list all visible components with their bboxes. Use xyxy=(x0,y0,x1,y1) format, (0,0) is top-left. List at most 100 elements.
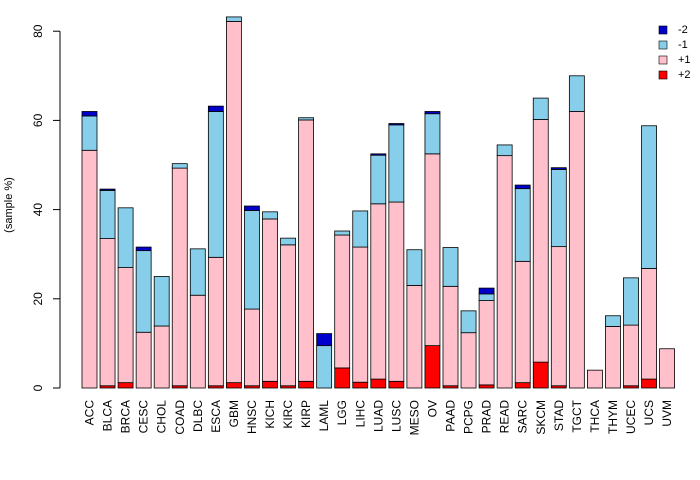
bar-segment-luad-minus1 xyxy=(370,154,387,205)
bar-gbm xyxy=(225,16,242,389)
bar-segment-skcm-plus1 xyxy=(532,119,549,363)
bar-segment-tgct-plus1 xyxy=(568,111,585,389)
bar-segment-prad-minus2 xyxy=(478,287,495,295)
bar-segment-tgct-minus1 xyxy=(568,75,585,112)
bar-segment-cesc-minus2 xyxy=(135,246,152,252)
x-tick-label: PAAD xyxy=(444,400,458,432)
bar-lgg xyxy=(334,230,351,389)
bar-segment-esca-minus1 xyxy=(207,111,224,258)
bar-segment-skcm-plus2 xyxy=(532,361,549,389)
bar-segment-ucec-plus1 xyxy=(623,324,639,387)
bar-segment-stad-plus1 xyxy=(550,246,567,387)
legend-swatch xyxy=(658,70,668,80)
bar-segment-blca-plus1 xyxy=(99,238,116,387)
bar-segment-blca-minus2 xyxy=(99,188,116,191)
bar-segment-gbm-plus1 xyxy=(225,20,242,384)
bar-segment-ucec-minus1 xyxy=(623,277,639,326)
x-tick-label: KIRC xyxy=(281,400,295,429)
bar-segment-sarc-minus1 xyxy=(514,188,531,262)
bar-segment-thym-plus1 xyxy=(605,326,621,389)
bar-segment-kirp-minus1 xyxy=(298,117,315,121)
bar-lihc xyxy=(352,210,369,389)
x-tick-label: HNSC xyxy=(245,400,259,434)
bar-skcm xyxy=(532,97,549,389)
bar-ucec xyxy=(623,277,639,389)
bar-segment-brca-plus1 xyxy=(117,267,134,384)
bar-segment-lusc-plus2 xyxy=(388,380,405,389)
x-tick-label: BRCA xyxy=(119,400,133,433)
bar-segment-chol-plus1 xyxy=(153,325,170,389)
bar-segment-uvm-plus1 xyxy=(659,348,675,389)
bar-segment-gbm-minus1 xyxy=(225,16,242,22)
x-tick-label: TGCT xyxy=(570,399,584,432)
bar-laml xyxy=(316,333,333,389)
bar-segment-lgg-minus1 xyxy=(334,230,351,236)
x-tick-label: GBM xyxy=(227,400,241,427)
bar-segment-ucs-plus1 xyxy=(641,268,657,380)
legend-label: -2 xyxy=(678,24,688,36)
bar-segment-sarc-plus1 xyxy=(514,260,531,384)
bar-segment-kirp-plus1 xyxy=(298,119,315,382)
bar-segment-stad-minus2 xyxy=(550,167,567,170)
bar-segment-cesc-minus1 xyxy=(135,250,152,333)
bar-segment-coad-minus1 xyxy=(171,163,188,169)
bar-meso xyxy=(406,249,423,389)
bar-segment-prad-plus1 xyxy=(478,300,495,386)
bar-kirp xyxy=(298,117,315,389)
bar-segment-meso-minus1 xyxy=(406,249,423,286)
legend-label: +2 xyxy=(678,69,691,81)
bar-segment-dlbc-plus1 xyxy=(189,294,206,389)
bar-segment-esca-plus1 xyxy=(207,256,224,387)
bar-segment-prad-plus2 xyxy=(478,384,495,389)
bar-segment-lihc-minus1 xyxy=(352,210,369,248)
legend: -2 -1 +1 +2 xyxy=(658,24,691,81)
bar-segment-coad-plus1 xyxy=(171,167,188,387)
bar-segment-thym-minus1 xyxy=(605,315,621,327)
bar-segment-hnsc-plus1 xyxy=(244,308,260,387)
bar-segment-brca-plus2 xyxy=(117,382,134,389)
bar-segment-read-plus1 xyxy=(496,155,513,389)
bar-segment-ov-plus2 xyxy=(424,345,441,389)
bar-segment-pcpg-plus1 xyxy=(460,332,477,389)
x-tick-label: COAD xyxy=(173,400,187,435)
bar-segment-dlbc-minus1 xyxy=(189,248,206,296)
x-tick-label: ESCA xyxy=(209,400,223,433)
bar-pcpg xyxy=(460,310,477,389)
bar-brca xyxy=(117,207,134,389)
x-tick-label: MESO xyxy=(407,400,421,435)
bar-segment-ov-plus1 xyxy=(424,153,441,347)
x-tick-label: SKCM xyxy=(534,400,548,435)
bar-tgct xyxy=(568,75,585,389)
bar-segment-acc-minus2 xyxy=(81,111,98,117)
bar-hnsc xyxy=(244,205,260,389)
bar-lusc xyxy=(388,123,405,389)
bar-segment-acc-minus1 xyxy=(81,115,98,151)
y-tick-label: 80 xyxy=(31,24,45,38)
bar-paad xyxy=(442,247,459,389)
bar-segment-ov-minus1 xyxy=(424,113,441,155)
x-tick-label: UCS xyxy=(642,400,656,425)
bar-segment-kirp-plus2 xyxy=(298,380,315,389)
x-tick-label: CESC xyxy=(137,400,151,434)
bar-ov xyxy=(424,111,441,389)
y-axis-title: (sample %) xyxy=(3,177,15,233)
bar-segment-laml-minus2 xyxy=(316,333,333,347)
x-tick-label: SARC xyxy=(516,400,530,434)
bar-thym xyxy=(605,315,621,389)
bar-segment-thca-plus1 xyxy=(587,369,603,389)
x-tick-label: LUSC xyxy=(389,400,403,432)
bar-uvm xyxy=(659,348,675,389)
bar-segment-lihc-plus2 xyxy=(352,381,369,389)
bar-segment-stad-minus1 xyxy=(550,169,567,248)
y-tick-label: 20 xyxy=(31,292,45,306)
x-tick-label: ACC xyxy=(83,400,97,426)
legend-swatch xyxy=(658,55,668,65)
bar-segment-hnsc-minus1 xyxy=(244,210,260,310)
bar-luad xyxy=(370,153,387,389)
bar-segment-brca-minus1 xyxy=(117,207,134,268)
bar-segment-lusc-plus1 xyxy=(388,201,405,382)
y-tick-label: 0 xyxy=(31,384,45,391)
x-tick-label: UCEC xyxy=(624,400,638,434)
bar-segment-luad-plus2 xyxy=(370,378,387,389)
